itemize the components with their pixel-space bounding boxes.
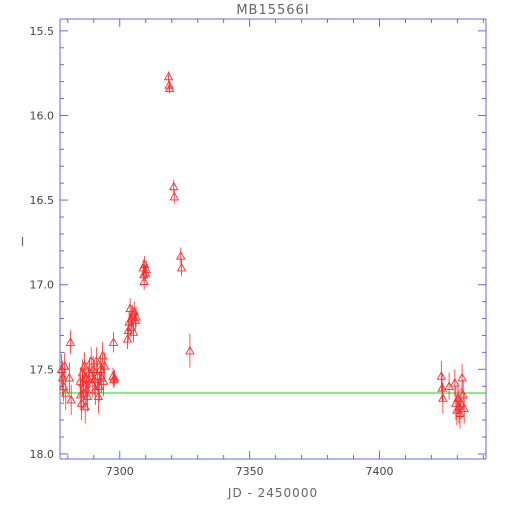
triangle-marker — [436, 371, 447, 380]
axis-ticks: 15.5 16.0 16.5 17.0 17.5 18.0 7300 7350 7400 — [30, 19, 486, 478]
triangle-marker — [79, 360, 90, 370]
triangle-marker — [66, 394, 76, 404]
data-point — [88, 355, 99, 383]
triangle-marker — [176, 262, 187, 272]
data-point — [79, 352, 90, 380]
triangle-marker — [141, 264, 152, 274]
data-point — [59, 352, 70, 380]
triangle-marker — [139, 276, 149, 285]
triangle-marker — [109, 372, 120, 382]
triangle-marker — [125, 303, 135, 313]
triangle-marker — [82, 391, 93, 401]
triangle-marker — [83, 374, 94, 384]
data-point — [64, 362, 75, 393]
data-point — [176, 259, 187, 277]
data-point — [169, 189, 180, 204]
data-point — [131, 306, 141, 327]
triangle-marker — [98, 376, 109, 385]
data-points — [56, 71, 469, 429]
triangle-marker — [176, 250, 186, 260]
y-tick-label: 16.0 — [30, 109, 55, 122]
triangle-marker — [450, 377, 460, 387]
data-point — [60, 376, 71, 410]
data-point — [122, 328, 133, 349]
triangle-marker — [163, 71, 174, 81]
triangle-marker — [164, 83, 175, 93]
data-point — [126, 316, 136, 338]
data-point — [164, 83, 175, 94]
triangle-marker — [65, 337, 76, 346]
data-point — [176, 247, 186, 265]
data-point — [450, 369, 460, 397]
x-axis-label: JD - 2450000 — [227, 486, 318, 500]
triangle-marker — [185, 345, 195, 355]
triangle-marker — [455, 408, 465, 417]
triangle-marker — [108, 371, 118, 380]
y-tick-label: 18.0 — [30, 448, 55, 461]
data-point — [169, 179, 179, 194]
triangle-marker — [438, 393, 448, 402]
triangle-marker — [459, 403, 469, 412]
data-point — [108, 332, 119, 353]
plot-frame — [59, 18, 487, 460]
y-tick-label: 17.0 — [30, 279, 55, 292]
triangle-marker — [169, 181, 179, 191]
data-point — [459, 393, 469, 424]
triangle-marker — [164, 80, 174, 89]
triangle-marker — [437, 382, 447, 392]
y-tick-label: 16.5 — [30, 194, 55, 207]
data-point — [109, 369, 120, 387]
data-point — [66, 384, 76, 415]
y-axis-label: I — [21, 235, 26, 249]
data-point — [93, 379, 104, 414]
data-point — [139, 272, 149, 290]
triangle-marker — [64, 372, 75, 382]
triangle-marker — [93, 391, 104, 401]
triangle-marker — [59, 360, 70, 370]
triangle-marker — [60, 388, 71, 397]
data-point — [457, 364, 467, 392]
data-point — [91, 347, 102, 375]
triangle-marker — [457, 372, 467, 382]
triangle-marker — [128, 327, 139, 336]
data-point — [185, 333, 195, 368]
triangle-marker — [458, 389, 468, 399]
chart-title: MB15566I — [236, 3, 309, 18]
triangle-marker — [122, 333, 133, 343]
y-tick-label: 15.5 — [30, 25, 55, 38]
data-point — [65, 330, 76, 355]
data-point — [82, 381, 93, 412]
data-point — [99, 352, 110, 380]
data-point — [455, 398, 465, 429]
triangle-marker — [91, 355, 102, 365]
x-tick-label: 7400 — [366, 465, 394, 478]
data-point — [98, 365, 109, 397]
data-point — [141, 261, 152, 278]
triangle-marker — [108, 337, 119, 346]
x-tick-label: 7350 — [236, 465, 264, 478]
data-point — [163, 71, 174, 82]
triangle-marker — [169, 191, 180, 201]
triangle-marker — [126, 322, 136, 331]
data-point — [458, 379, 468, 410]
data-point — [437, 374, 447, 402]
y-tick-label: 17.5 — [30, 363, 55, 376]
triangle-marker — [88, 364, 99, 373]
triangle-marker — [99, 360, 110, 370]
triangle-marker — [131, 311, 141, 321]
data-point — [128, 321, 139, 343]
data-point — [438, 382, 448, 414]
x-tick-label: 7300 — [106, 465, 134, 478]
